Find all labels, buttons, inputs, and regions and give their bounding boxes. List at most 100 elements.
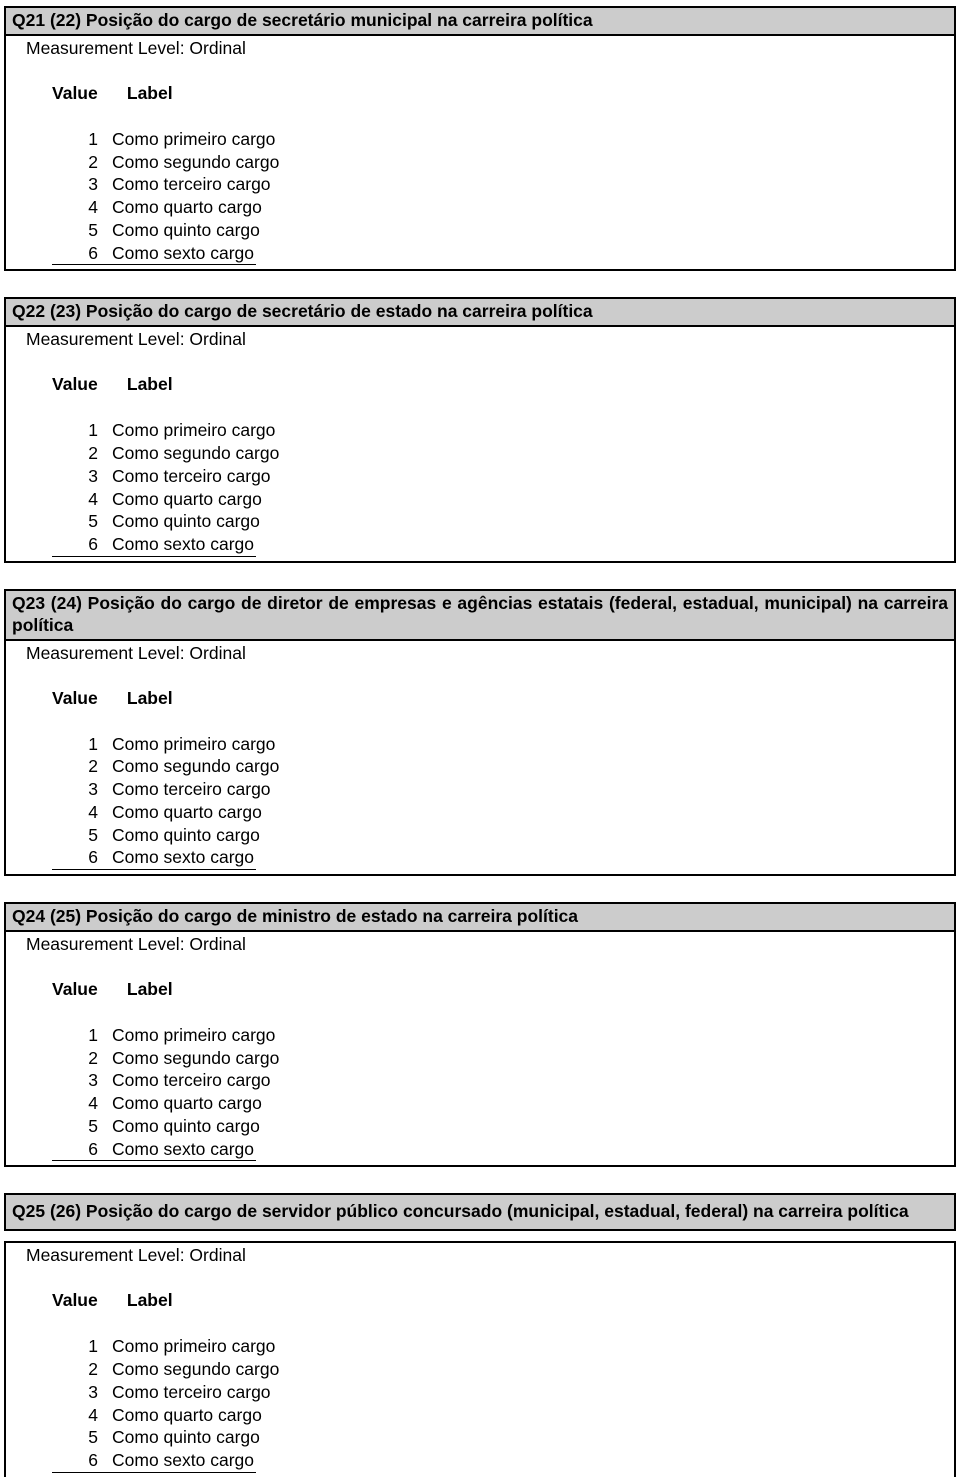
value-row: 1Como primeiro cargo <box>52 1335 948 1358</box>
value-label: Como quinto cargo <box>112 1115 948 1138</box>
value-num: 6 <box>52 1449 112 1473</box>
value-col-header: Value <box>52 1290 122 1311</box>
value-label-header: Value Label <box>12 374 948 395</box>
value-num: 4 <box>52 488 112 511</box>
value-rows: 1Como primeiro cargo 2Como segundo cargo… <box>12 1335 948 1473</box>
value-num: 6 <box>52 1138 112 1162</box>
value-label: Como quarto cargo <box>112 488 948 511</box>
question-block-q21: Q21 (22) Posição do cargo de secretário … <box>4 6 956 271</box>
value-num: 1 <box>52 1335 112 1358</box>
value-label: Como sexto cargo <box>112 1138 256 1162</box>
value-label: Como primeiro cargo <box>112 1335 948 1358</box>
question-header: Q22 (23) Posição do cargo de secretário … <box>6 299 954 327</box>
value-row: 4Como quarto cargo <box>52 196 948 219</box>
measurement-level: Measurement Level: Ordinal <box>12 934 948 955</box>
value-num: 3 <box>52 173 112 196</box>
value-num: 5 <box>52 219 112 242</box>
value-label-header: Value Label <box>12 83 948 104</box>
value-col-header: Value <box>52 374 122 395</box>
value-row: 5Como quinto cargo <box>52 219 948 242</box>
value-row: 5Como quinto cargo <box>52 1115 948 1138</box>
question-header-q25: Q25 (26) Posição do cargo de servidor pú… <box>4 1193 956 1231</box>
value-row: 1Como primeiro cargo <box>52 733 948 756</box>
value-num: 1 <box>52 128 112 151</box>
value-row: 2Como segundo cargo <box>52 755 948 778</box>
value-num: 2 <box>52 151 112 174</box>
value-label: Como sexto cargo <box>112 533 256 557</box>
value-label: Como terceiro cargo <box>112 465 948 488</box>
value-row: 5Como quinto cargo <box>52 1426 948 1449</box>
value-num: 6 <box>52 846 112 870</box>
value-row: 3Como terceiro cargo <box>52 1069 948 1092</box>
value-label: Como quarto cargo <box>112 196 948 219</box>
value-col-header: Value <box>52 688 122 709</box>
value-label-header: Value Label <box>12 979 948 1000</box>
value-row: 4Como quarto cargo <box>52 1404 948 1427</box>
value-label: Como terceiro cargo <box>112 1069 948 1092</box>
value-row: 6Como sexto cargo <box>52 1449 948 1473</box>
value-row: 1Como primeiro cargo <box>52 1024 948 1047</box>
value-num: 2 <box>52 1358 112 1381</box>
question-header: Q23 (24) Posição do cargo de diretor de … <box>6 591 954 641</box>
value-row: 6Como sexto cargo <box>52 533 948 557</box>
question-block-q22: Q22 (23) Posição do cargo de secretário … <box>4 297 956 562</box>
value-label: Como segundo cargo <box>112 442 948 465</box>
value-row: 3Como terceiro cargo <box>52 173 948 196</box>
value-label: Como quinto cargo <box>112 219 948 242</box>
value-num: 6 <box>52 533 112 557</box>
question-body: Measurement Level: Ordinal Value Label 1… <box>6 1243 954 1477</box>
value-row: 3Como terceiro cargo <box>52 778 948 801</box>
value-label: Como segundo cargo <box>112 151 948 174</box>
value-row: 6Como sexto cargo <box>52 1138 948 1162</box>
value-row: 5Como quinto cargo <box>52 824 948 847</box>
page-container: Q21 (22) Posição do cargo de secretário … <box>0 0 960 1483</box>
value-num: 3 <box>52 1069 112 1092</box>
value-num: 5 <box>52 510 112 533</box>
value-label: Como terceiro cargo <box>112 1381 948 1404</box>
value-label: Como sexto cargo <box>112 1449 256 1473</box>
value-row: 1Como primeiro cargo <box>52 419 948 442</box>
question-body: Measurement Level: Ordinal Value Label 1… <box>6 641 954 875</box>
value-num: 5 <box>52 824 112 847</box>
question-body: Measurement Level: Ordinal Value Label 1… <box>6 327 954 561</box>
value-num: 5 <box>52 1115 112 1138</box>
value-num: 1 <box>52 733 112 756</box>
value-label: Como primeiro cargo <box>112 733 948 756</box>
question-header: Q21 (22) Posição do cargo de secretário … <box>6 8 954 36</box>
question-body: Measurement Level: Ordinal Value Label 1… <box>6 36 954 270</box>
value-row: 4Como quarto cargo <box>52 801 948 824</box>
value-label: Como quarto cargo <box>112 801 948 824</box>
value-num: 3 <box>52 778 112 801</box>
value-num: 1 <box>52 1024 112 1047</box>
label-col-header: Label <box>127 979 173 1000</box>
value-num: 2 <box>52 755 112 778</box>
value-num: 3 <box>52 465 112 488</box>
value-num: 6 <box>52 242 112 266</box>
value-num: 5 <box>52 1426 112 1449</box>
value-label: Como primeiro cargo <box>112 1024 948 1047</box>
question-block-q24: Q24 (25) Posição do cargo de ministro de… <box>4 902 956 1167</box>
value-col-header: Value <box>52 83 122 104</box>
value-num: 4 <box>52 196 112 219</box>
question-header: Q24 (25) Posição do cargo de ministro de… <box>6 904 954 932</box>
value-label: Como terceiro cargo <box>112 778 948 801</box>
value-label: Como sexto cargo <box>112 242 256 266</box>
value-row: 6Como sexto cargo <box>52 242 948 266</box>
value-num: 1 <box>52 419 112 442</box>
value-row: 1Como primeiro cargo <box>52 128 948 151</box>
value-row: 5Como quinto cargo <box>52 510 948 533</box>
value-label-header: Value Label <box>12 1290 948 1311</box>
value-row: 4Como quarto cargo <box>52 1092 948 1115</box>
value-row: 2Como segundo cargo <box>52 442 948 465</box>
value-label: Como segundo cargo <box>112 755 948 778</box>
value-rows: 1Como primeiro cargo 2Como segundo cargo… <box>12 419 948 557</box>
value-label-header: Value Label <box>12 688 948 709</box>
value-label: Como primeiro cargo <box>112 419 948 442</box>
value-num: 4 <box>52 801 112 824</box>
value-label: Como quinto cargo <box>112 1426 948 1449</box>
value-label: Como quarto cargo <box>112 1404 948 1427</box>
value-num: 4 <box>52 1092 112 1115</box>
question-body: Measurement Level: Ordinal Value Label 1… <box>6 932 954 1166</box>
value-rows: 1Como primeiro cargo 2Como segundo cargo… <box>12 733 948 871</box>
value-col-header: Value <box>52 979 122 1000</box>
